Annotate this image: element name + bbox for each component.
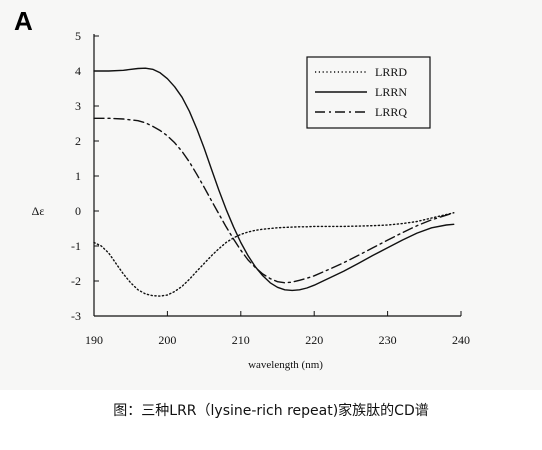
y-tick-label: 4 [75, 64, 81, 78]
figure-area: A 5 4 3 2 1 0 -1 -2 -3 190 200 210 220 230 240 waveleng… [14, 6, 470, 371]
series-line-lrrd [93, 212, 455, 297]
y-tick-label: 0 [75, 204, 81, 218]
x-tick-label: 220 [305, 333, 323, 347]
x-tick-label: 190 [85, 333, 103, 347]
x-tick-label: 200 [158, 333, 176, 347]
figure-caption: 图：三种LRR（lysine-rich repeat)家族肽的CD谱 [113, 403, 429, 419]
y-axis-label: Δε [32, 204, 45, 218]
legend-label-lrrd: LRRD [375, 65, 407, 79]
legend-box [306, 56, 431, 129]
y-tick-label: 3 [75, 99, 81, 113]
y-tick-label: -2 [71, 274, 81, 288]
x-tick-label: 240 [452, 333, 470, 347]
y-tick-label: -3 [71, 309, 81, 323]
y-tick-label: 1 [75, 169, 81, 183]
x-tick-label: 210 [232, 333, 250, 347]
y-tick-label: 2 [75, 134, 81, 148]
y-tick-label: -1 [71, 239, 81, 253]
legend-label-lrrn: LRRN [375, 85, 407, 99]
x-axis-label: wavelength (nm) [248, 359, 323, 371]
y-tick-label: 5 [75, 29, 81, 43]
legend-label-lrrq: LRRQ [375, 105, 407, 119]
panel-label: A [14, 6, 33, 36]
x-tick-label: 230 [379, 333, 397, 347]
series-line-lrrn [93, 67, 455, 292]
series-line-lrrq [93, 117, 455, 284]
